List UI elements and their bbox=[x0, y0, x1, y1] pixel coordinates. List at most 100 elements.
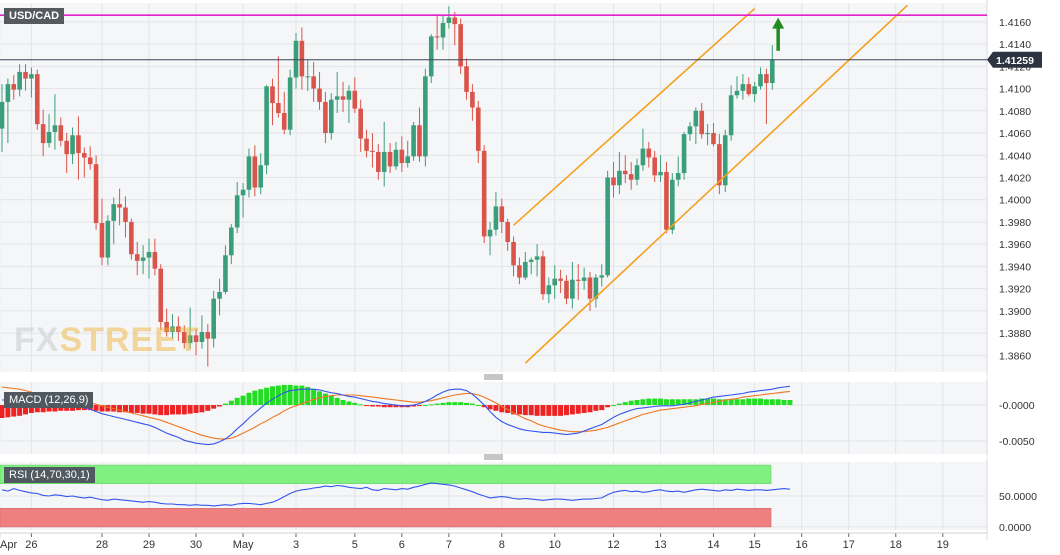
x-tick-label: 5 bbox=[352, 539, 358, 551]
candle-body bbox=[558, 278, 563, 281]
candle-body bbox=[146, 251, 152, 258]
macd-line bbox=[2, 385, 790, 446]
macd-histogram-bar bbox=[140, 405, 146, 414]
macd-histogram-bar bbox=[122, 405, 128, 413]
pair-label: USD/CAD bbox=[4, 8, 65, 24]
macd-histogram-bar bbox=[11, 405, 17, 417]
candle-body bbox=[528, 259, 534, 262]
macd-histogram-bar bbox=[493, 405, 499, 411]
candle-body bbox=[652, 157, 657, 176]
macd-histogram-bar bbox=[246, 392, 252, 406]
macd-histogram-bar bbox=[781, 400, 787, 406]
candle-body bbox=[117, 204, 122, 208]
candle-body bbox=[58, 125, 64, 141]
candle-body bbox=[223, 255, 228, 292]
candle-body bbox=[493, 206, 499, 230]
macd-histogram-bar bbox=[746, 398, 752, 406]
candle-body bbox=[364, 138, 369, 151]
macd-histogram-bar bbox=[52, 405, 58, 412]
price-y-tick: 1.3960 bbox=[999, 239, 1031, 251]
macd-histogram-bar bbox=[175, 405, 181, 415]
candle-body bbox=[140, 257, 146, 261]
candle-body bbox=[46, 131, 52, 144]
macd-histogram-bar bbox=[481, 405, 487, 408]
macd-histogram-bar bbox=[211, 405, 217, 409]
candle-body bbox=[605, 177, 610, 276]
candle-body bbox=[517, 265, 522, 278]
candle-body bbox=[158, 268, 164, 322]
x-tick-label: 26 bbox=[25, 539, 37, 551]
macd-histogram-bar bbox=[452, 402, 458, 406]
macd-histogram-bar bbox=[752, 398, 758, 406]
macd-histogram-bar bbox=[693, 399, 699, 406]
candle-body bbox=[105, 220, 111, 258]
macd-histogram-bar bbox=[164, 405, 170, 416]
candle-body bbox=[199, 331, 205, 342]
candle-body bbox=[176, 326, 181, 332]
macd-histogram-bar bbox=[605, 405, 611, 408]
macd-histogram-bar bbox=[646, 398, 652, 406]
macd-histogram-bar bbox=[205, 405, 211, 411]
macd-histogram-bar bbox=[534, 405, 540, 416]
candle-body bbox=[540, 256, 546, 295]
macd-histogram-bar bbox=[199, 405, 205, 413]
trend-arrow-head bbox=[772, 17, 785, 29]
candle-body bbox=[352, 90, 358, 109]
macd-histogram-bar bbox=[593, 405, 599, 411]
candle-body bbox=[187, 335, 193, 344]
candle-body bbox=[205, 331, 211, 339]
watermark-prefix: FX bbox=[14, 321, 60, 359]
macd-histogram-bar bbox=[34, 405, 40, 413]
macd-histogram-bar bbox=[458, 402, 464, 406]
macd-histogram-bar bbox=[699, 398, 705, 406]
channel-lower-line bbox=[524, 4, 909, 364]
macd-histogram-bar bbox=[217, 405, 223, 407]
candle-body bbox=[0, 101, 5, 129]
candle-body bbox=[705, 133, 710, 135]
candle-body bbox=[546, 285, 552, 295]
candle-body bbox=[611, 177, 616, 186]
candle-body bbox=[593, 277, 599, 299]
candle-body bbox=[323, 101, 328, 134]
price-y-tick: 1.4020 bbox=[999, 172, 1031, 184]
macd-histogram-bar bbox=[652, 398, 658, 406]
macd-histogram-bar bbox=[611, 405, 617, 407]
macd-histogram-bar bbox=[628, 400, 634, 406]
macd-histogram-bar bbox=[440, 402, 446, 406]
price-y-tick: 1.4100 bbox=[999, 84, 1031, 96]
candle-body bbox=[5, 84, 11, 102]
macd-histogram-bar bbox=[93, 405, 99, 411]
macd-histogram-bar bbox=[675, 399, 681, 406]
candle-body bbox=[681, 134, 687, 174]
macd-histogram-bar bbox=[758, 398, 764, 406]
candle-body bbox=[699, 110, 705, 135]
macd-histogram-bar bbox=[581, 405, 587, 413]
candle-body bbox=[299, 40, 305, 77]
macd-histogram-bar bbox=[734, 399, 740, 406]
macd-histogram-bar bbox=[552, 405, 558, 416]
macd-histogram-bar bbox=[234, 397, 240, 406]
candle-body bbox=[82, 153, 87, 158]
candle-body bbox=[599, 275, 605, 278]
candle-body bbox=[246, 156, 252, 190]
candle-body bbox=[270, 86, 275, 104]
macd-histogram-bar bbox=[305, 387, 311, 406]
candle-body bbox=[381, 151, 387, 172]
macd-histogram-bar bbox=[322, 393, 328, 406]
macd-histogram-bar bbox=[640, 399, 646, 406]
candle-body bbox=[23, 71, 28, 79]
candle-body bbox=[411, 125, 416, 157]
candle-body bbox=[93, 164, 99, 224]
candle-body bbox=[211, 298, 216, 339]
macd-histogram-bar bbox=[687, 399, 693, 406]
candle-body bbox=[523, 261, 528, 278]
macd-histogram-bar bbox=[40, 405, 46, 413]
macd-histogram-bar bbox=[587, 405, 593, 413]
macd-histogram-bar bbox=[152, 405, 158, 415]
candle-body bbox=[276, 103, 281, 114]
macd-histogram-bar bbox=[787, 400, 793, 406]
macd-histogram-bar bbox=[299, 385, 305, 406]
candle-body bbox=[487, 229, 493, 237]
candle-body bbox=[305, 76, 311, 78]
